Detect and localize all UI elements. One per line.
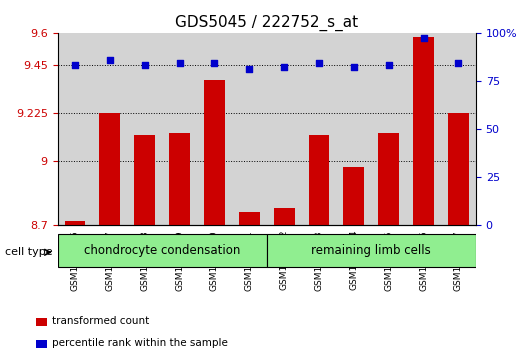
Text: chondrocyte condensation: chondrocyte condensation [84, 244, 240, 257]
Point [210, 61, 219, 66]
Bar [378, 133, 399, 225]
Bar [134, 135, 155, 225]
Bar [169, 133, 190, 225]
Bar [36, 318, 48, 326]
Point [175, 61, 184, 66]
Point [384, 62, 393, 68]
Point [350, 64, 358, 70]
Point [141, 62, 149, 68]
Point [315, 61, 323, 66]
Bar [64, 221, 85, 225]
Bar [448, 113, 469, 225]
Bar [99, 113, 120, 225]
Point [71, 62, 79, 68]
FancyBboxPatch shape [267, 234, 476, 267]
Bar [344, 167, 365, 225]
Bar [36, 340, 48, 348]
Bar [204, 80, 225, 225]
Point [280, 64, 288, 70]
Bar [309, 135, 329, 225]
FancyBboxPatch shape [58, 234, 267, 267]
Point [419, 36, 428, 41]
Text: percentile rank within the sample: percentile rank within the sample [52, 338, 228, 348]
Point [245, 66, 254, 72]
Point [454, 61, 463, 66]
Title: GDS5045 / 222752_s_at: GDS5045 / 222752_s_at [175, 15, 358, 31]
Bar [274, 208, 294, 225]
Text: cell type: cell type [5, 247, 53, 257]
Point [106, 57, 114, 62]
Bar [239, 212, 260, 225]
Text: remaining limb cells: remaining limb cells [312, 244, 431, 257]
Bar [413, 37, 434, 225]
Text: transformed count: transformed count [52, 316, 149, 326]
